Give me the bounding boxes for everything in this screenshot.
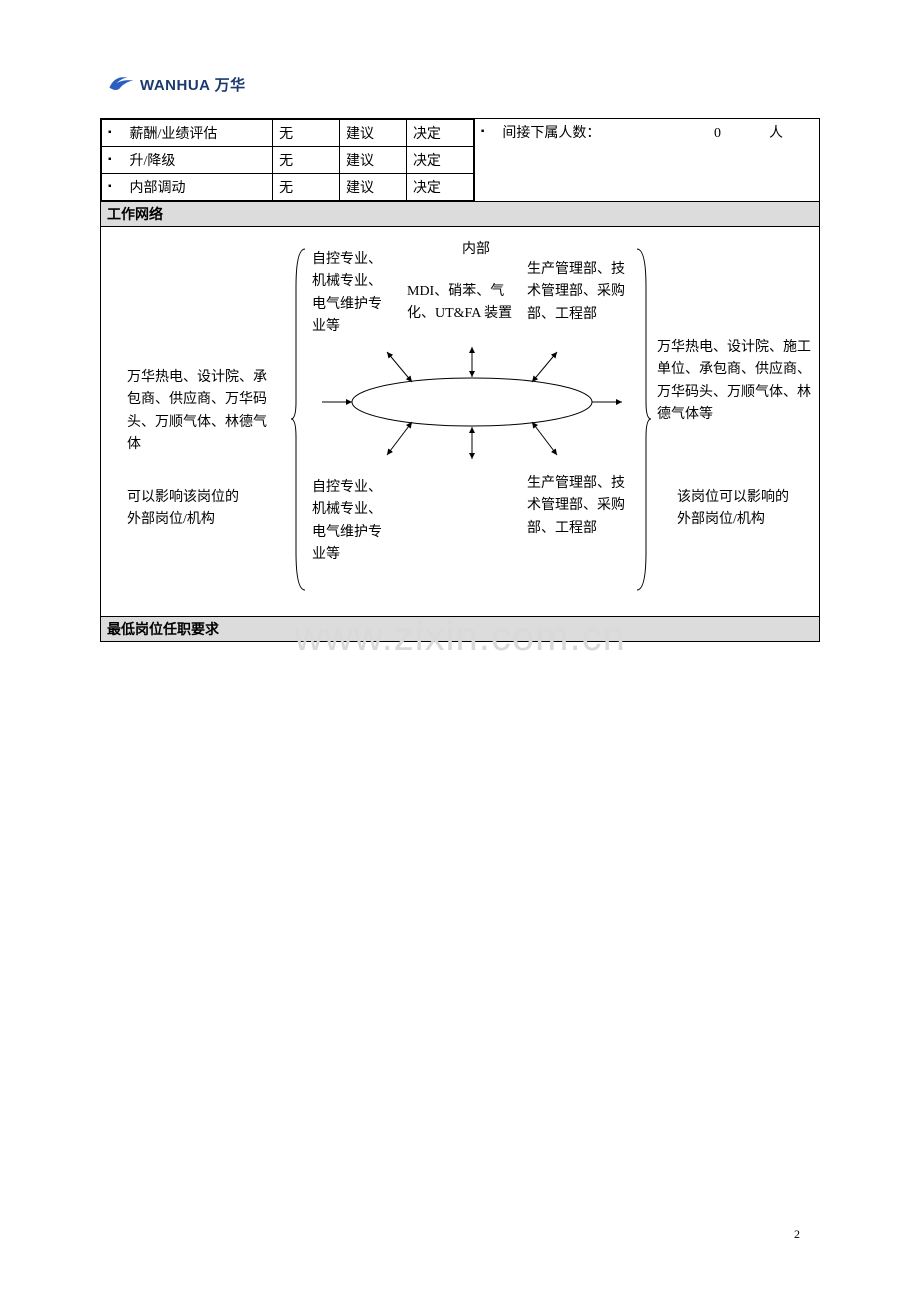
table-row: 升/降级 无 建议 决定	[102, 147, 474, 174]
logo-text: WANHUA 万华	[140, 74, 246, 95]
main-table: 薪酬/业绩评估 无 建议 决定 升/降级 无 建议 决定 内部调动 无	[100, 118, 820, 642]
authority-col-decide: 决定	[406, 147, 473, 174]
network-cell: 内部 自控专业、机械专业、电气维护专业等 MDI、硝苯、气化、UT&FA 装置 …	[101, 227, 820, 617]
network-top-mid-text: MDI、硝苯、气化、UT&FA 装置	[407, 281, 527, 326]
network-right-ext-list: 万华热电、设计院、施工单位、承包商、供应商、万华码头、万顺气体、林德气体等	[657, 337, 817, 427]
table-row: 内部调动 无 建议 决定	[102, 174, 474, 201]
subordinate-value: 0	[714, 126, 721, 142]
authority-col-none: 无	[273, 147, 340, 174]
authority-label: 升/降级	[108, 154, 175, 169]
section-header-requirement: 最低岗位任职要求	[101, 617, 820, 642]
network-left-ext-caption: 可以影响该岗位的 外部岗位/机构	[127, 487, 277, 532]
subordinate-unit: 人	[769, 122, 783, 142]
authority-col-none: 无	[273, 174, 340, 201]
page-number: 2	[794, 1227, 800, 1242]
network-diagram: 内部 自控专业、机械专业、电气维护专业等 MDI、硝苯、气化、UT&FA 装置 …	[107, 237, 813, 596]
authority-col-decide: 决定	[406, 174, 473, 201]
network-top-right-text: 生产管理部、技术管理部、采购部、工程部	[527, 259, 627, 326]
authority-col-none: 无	[273, 120, 340, 147]
authority-col-decide: 决定	[406, 120, 473, 147]
authority-label: 薪酬/业绩评估	[108, 127, 217, 142]
subordinate-cell: 间接下属人数： 0 人	[474, 119, 819, 202]
right-brace-icon	[632, 247, 652, 592]
network-top-left-text: 自控专业、机械专业、电气维护专业等	[312, 249, 392, 339]
network-right-ext-caption: 该岗位可以影响的 外部岗位/机构	[677, 487, 827, 532]
network-bot-right-text: 生产管理部、技术管理部、采购部、工程部	[527, 473, 627, 540]
table-row: 薪酬/业绩评估 无 建议 决定	[102, 120, 474, 147]
logo-box: WANHUA 万华	[100, 60, 280, 108]
network-center-label: 内部	[462, 239, 490, 261]
network-bot-left-text: 自控专业、机械专业、电气维护专业等	[312, 477, 392, 567]
authority-col-suggest: 建议	[340, 120, 407, 147]
logo-swoosh-icon	[108, 73, 136, 95]
authority-col-suggest: 建议	[340, 147, 407, 174]
authority-col-suggest: 建议	[340, 174, 407, 201]
network-ellipse-icon	[317, 337, 627, 467]
left-brace-icon	[290, 247, 310, 592]
section-header-network: 工作网络	[101, 202, 820, 227]
subordinate-label: 间接下属人数：	[481, 122, 601, 142]
network-left-ext-list: 万华热电、设计院、承包商、供应商、万华码头、万顺气体、林德气体	[127, 367, 277, 457]
document-page: WANHUA 万华 薪酬/业绩评估 无 建议 决定 升/降级 无 建议	[0, 0, 920, 682]
authority-cell: 薪酬/业绩评估 无 建议 决定 升/降级 无 建议 决定 内部调动 无	[101, 119, 475, 202]
authority-label: 内部调动	[108, 181, 186, 196]
authority-table: 薪酬/业绩评估 无 建议 决定 升/降级 无 建议 决定 内部调动 无	[101, 119, 474, 201]
